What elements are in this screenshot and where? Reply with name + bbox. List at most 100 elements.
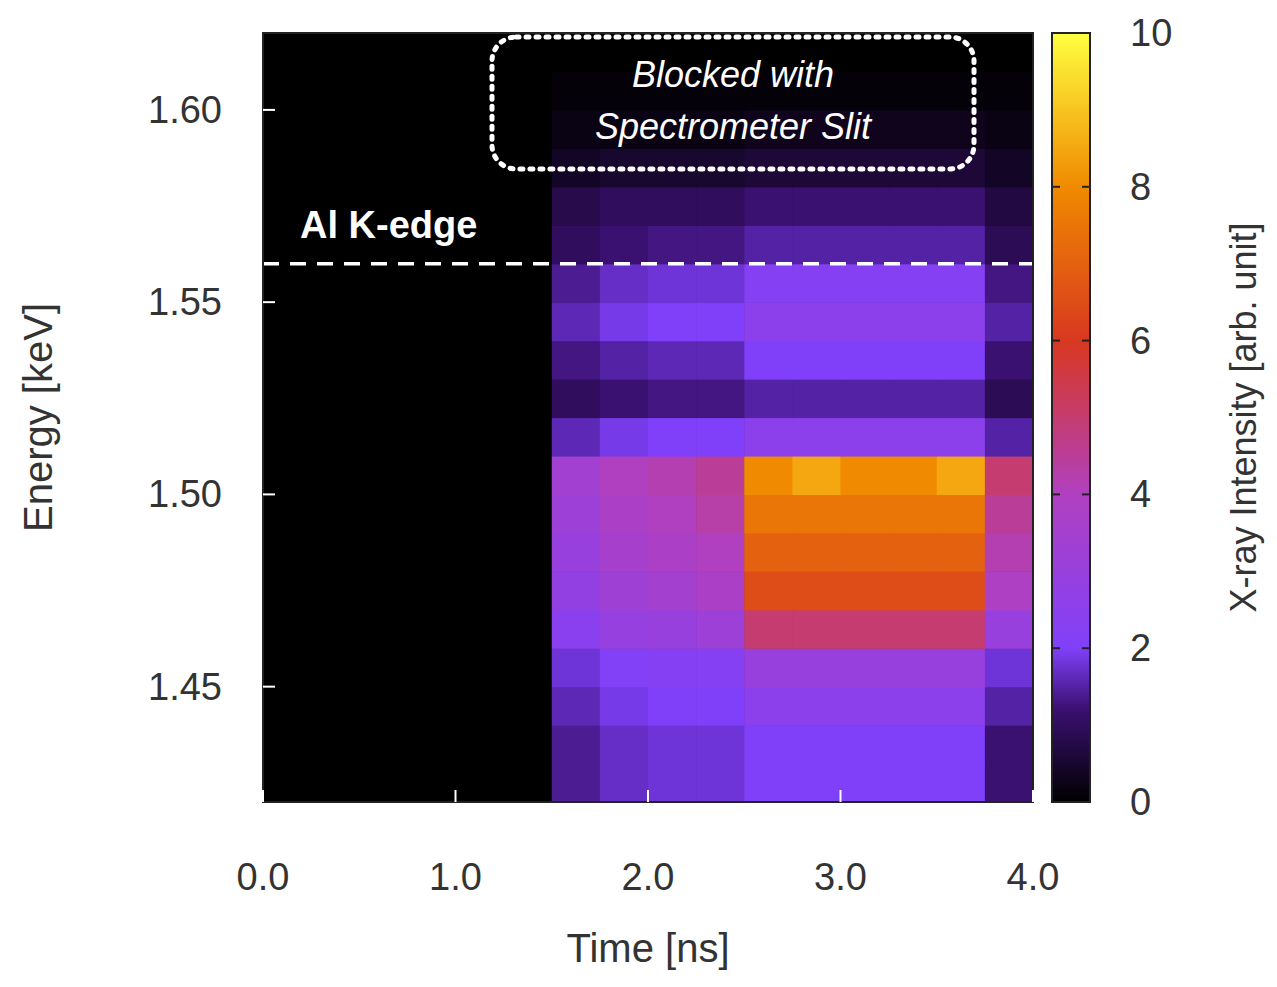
heat-cell (359, 571, 408, 610)
heat-cell (263, 418, 312, 457)
cells (263, 33, 1033, 802)
heat-cell (359, 110, 408, 149)
heat-cell (889, 302, 938, 341)
colorbar-tick-label: 2 (1130, 627, 1151, 669)
heat-cell (263, 33, 312, 72)
heat-cell (985, 687, 1033, 726)
heat-cell (937, 225, 986, 264)
heat-cell (456, 264, 505, 303)
heat-cell (311, 494, 360, 533)
heat-cell (937, 456, 986, 495)
colorbar-tick-label: 6 (1130, 320, 1151, 362)
heat-cell (600, 187, 649, 226)
heat-cell (407, 687, 456, 726)
heat-cell (263, 148, 312, 187)
heat-cell (504, 379, 553, 418)
heat-cell (504, 494, 553, 533)
y-tick-label: 1.55 (148, 281, 222, 323)
k-edge-label: Al K-edge (300, 204, 477, 246)
blocked-label: Blocked with (632, 54, 834, 95)
heat-cell (311, 302, 360, 341)
heat-cell (552, 341, 601, 380)
heat-cell (792, 225, 841, 264)
heat-cell (744, 341, 793, 380)
colorbar-tick-label: 0 (1130, 781, 1151, 823)
heat-cell (504, 187, 553, 226)
heat-cell (841, 341, 890, 380)
heat-cell (600, 302, 649, 341)
heat-cell (841, 71, 890, 110)
heat-cell (456, 648, 505, 687)
heat-cell (889, 456, 938, 495)
heat-cell (889, 418, 938, 457)
heat-cell (552, 302, 601, 341)
heat-cell (985, 648, 1033, 687)
heat-cell (648, 648, 697, 687)
heat-cell (792, 341, 841, 380)
heat-cell (456, 571, 505, 610)
heat-cell (841, 225, 890, 264)
heat-cell (744, 494, 793, 533)
heat-cell (600, 225, 649, 264)
heat-cell (696, 533, 745, 572)
y-tick (263, 493, 275, 495)
heat-cell (407, 148, 456, 187)
colorbar-tick (1052, 186, 1060, 188)
heat-cell (648, 341, 697, 380)
heat-cell (696, 379, 745, 418)
heat-cell (311, 456, 360, 495)
heat-cell (263, 71, 312, 110)
heat-cell (456, 71, 505, 110)
heat-cell (456, 110, 505, 149)
heat-cell (407, 494, 456, 533)
heat-cell (648, 264, 697, 303)
heat-cell (263, 110, 312, 149)
heat-cell (407, 456, 456, 495)
heat-cell (552, 71, 601, 110)
heat-cell (263, 648, 312, 687)
heat-cell (792, 456, 841, 495)
heat-cell (985, 571, 1033, 610)
heat-cell (552, 571, 601, 610)
heat-cell (889, 110, 938, 149)
x-tick-label: 4.0 (1007, 856, 1060, 898)
heat-cell (600, 725, 649, 764)
heat-cell (504, 648, 553, 687)
heat-cell (889, 264, 938, 303)
heat-cell (311, 648, 360, 687)
heat-cell (407, 648, 456, 687)
heat-cell (359, 379, 408, 418)
heat-cell (985, 379, 1033, 418)
heat-cell (744, 571, 793, 610)
heat-cell (407, 302, 456, 341)
heat-cell (985, 725, 1033, 764)
y-tick (263, 109, 275, 111)
heat-cell (552, 456, 601, 495)
x-tick (455, 790, 457, 802)
heat-cell (841, 418, 890, 457)
heat-cell (792, 494, 841, 533)
heat-cell (311, 764, 360, 802)
heat-cell (311, 533, 360, 572)
heat-cell (889, 533, 938, 572)
heat-cell (841, 379, 890, 418)
heat-cell (985, 302, 1033, 341)
x-tick (840, 790, 842, 802)
heat-cell (744, 725, 793, 764)
heat-cell (552, 610, 601, 649)
colorbar-tick (1082, 32, 1090, 34)
heat-cell (937, 418, 986, 457)
y-tick (263, 686, 275, 688)
heat-cell (311, 610, 360, 649)
heat-cell (359, 341, 408, 380)
heat-cell (456, 725, 505, 764)
heat-cell (359, 71, 408, 110)
y-tick-label: 1.60 (148, 89, 222, 131)
heat-cell (263, 764, 312, 802)
heat-cell (792, 187, 841, 226)
heat-cell (600, 456, 649, 495)
y-tick-label: 1.45 (148, 666, 222, 708)
heat-cell (985, 418, 1033, 457)
heat-cell (600, 571, 649, 610)
heat-cell (937, 71, 986, 110)
